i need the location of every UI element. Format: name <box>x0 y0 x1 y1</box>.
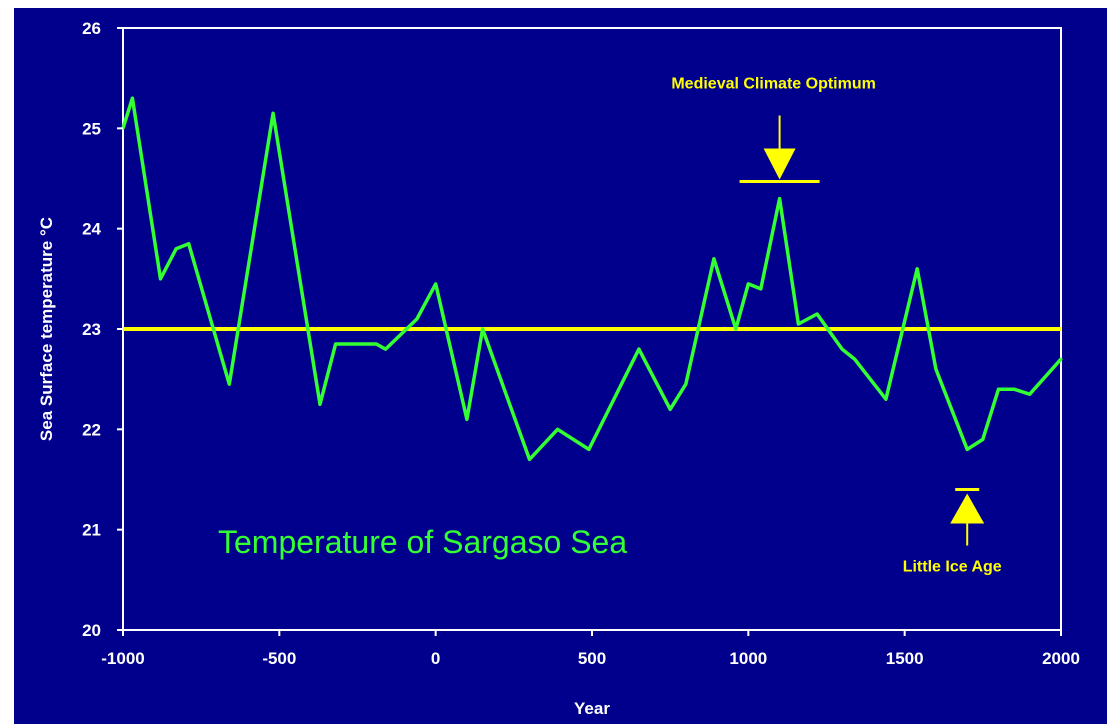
data-point <box>996 387 1000 391</box>
chart-background <box>14 8 1107 724</box>
data-point <box>415 317 419 321</box>
x-tick-label: 2000 <box>1042 649 1080 668</box>
data-point <box>734 327 738 331</box>
data-point <box>527 457 531 461</box>
data-point <box>434 282 438 286</box>
data-point <box>853 357 857 361</box>
data-point <box>384 347 388 351</box>
data-point <box>684 382 688 386</box>
data-point <box>796 322 800 326</box>
data-point <box>759 287 763 291</box>
data-point <box>1012 387 1016 391</box>
data-point <box>1059 357 1063 361</box>
annotation-up-arrow: Little Ice Age <box>903 488 1002 576</box>
data-point <box>934 367 938 371</box>
arrow-down-icon <box>763 148 796 180</box>
data-point <box>481 327 485 331</box>
data-point <box>712 257 716 261</box>
data-point <box>130 96 134 100</box>
data-point <box>840 347 844 351</box>
data-point <box>981 437 985 441</box>
arrow-up-icon <box>950 493 985 524</box>
x-axis-title: Year <box>574 699 610 718</box>
y-axis-title: Sea Surface temperature °C <box>37 217 56 441</box>
y-tick-label: 26 <box>82 19 101 38</box>
y-tick-label: 21 <box>82 521 101 540</box>
data-point <box>815 312 819 316</box>
x-tick-label: 1000 <box>729 649 767 668</box>
y-tick-label: 24 <box>82 220 101 239</box>
annotation-label: Medieval Climate Optimum <box>671 76 876 93</box>
y-tick-label: 23 <box>82 320 101 339</box>
y-tick-label: 25 <box>82 119 101 138</box>
x-tick-label: 0 <box>431 649 440 668</box>
data-point <box>746 282 750 286</box>
data-point <box>915 267 919 271</box>
data-point <box>334 342 338 346</box>
data-point <box>556 427 560 431</box>
data-point <box>587 447 591 451</box>
data-point <box>159 277 163 281</box>
temperature-series-line <box>121 96 1063 462</box>
data-point <box>637 347 641 351</box>
x-tick-label: 500 <box>578 649 606 668</box>
annotation-down-arrow: Medieval Climate Optimum <box>671 76 876 183</box>
x-tick-label: 1500 <box>886 649 924 668</box>
chart-title: Temperature of Sargaso Sea <box>218 524 627 560</box>
data-point <box>1028 392 1032 396</box>
data-point <box>884 397 888 401</box>
data-point <box>668 407 672 411</box>
data-point <box>965 447 969 451</box>
data-point <box>352 342 356 346</box>
data-point <box>174 247 178 251</box>
data-point <box>271 111 275 115</box>
y-tick-label: 22 <box>82 420 101 439</box>
data-point <box>227 382 231 386</box>
data-point <box>778 197 782 201</box>
x-tick-label: -500 <box>262 649 296 668</box>
annotation-label: Little Ice Age <box>903 559 1002 576</box>
data-point <box>465 417 469 421</box>
x-tick-label: -1000 <box>101 649 144 668</box>
data-point <box>374 342 378 346</box>
data-point <box>318 402 322 406</box>
y-tick-label: 20 <box>82 621 101 640</box>
data-point <box>187 242 191 246</box>
